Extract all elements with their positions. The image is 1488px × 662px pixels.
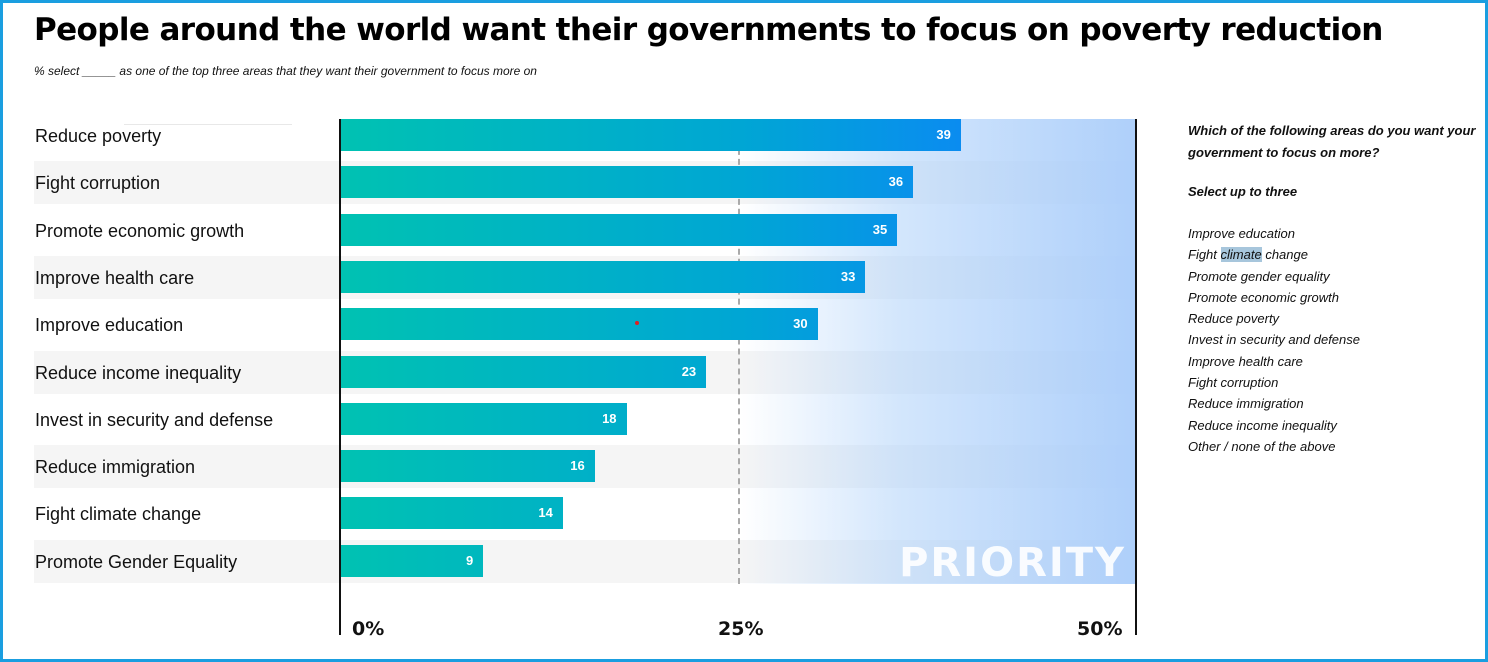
bar-value-label: 33 xyxy=(840,268,856,284)
category-label: Promote Gender Equality xyxy=(35,551,238,572)
category-label: Fight corruption xyxy=(35,173,161,194)
bar-value-label: 36 xyxy=(888,174,904,190)
bar: 18 xyxy=(340,402,627,435)
category-label: Reduce poverty xyxy=(35,126,162,146)
red-dot-marker xyxy=(635,321,639,325)
bar: 9 xyxy=(340,544,484,577)
survey-question: Which of the following areas do you want… xyxy=(1188,123,1476,160)
category-label: Fight climate change xyxy=(35,504,202,525)
bar-value-label: 30 xyxy=(793,316,808,332)
x-tick-label: 50% xyxy=(1077,618,1123,640)
divider xyxy=(124,124,292,125)
bar-value-label: 23 xyxy=(681,363,697,379)
y-axis-line xyxy=(339,119,341,635)
bar: 30 xyxy=(340,308,818,341)
x-tick-label: 25% xyxy=(718,618,764,640)
option-text-part: change xyxy=(1261,247,1308,263)
bar: 23 xyxy=(340,355,707,388)
bar: 33 xyxy=(340,260,866,293)
survey-option: Other / none of the above xyxy=(1188,438,1336,454)
reference-line-25 xyxy=(738,119,740,584)
bar: 35 xyxy=(340,213,898,246)
bar: 36 xyxy=(340,166,914,199)
bar-value-label: 35 xyxy=(872,221,888,237)
bar: 14 xyxy=(340,497,563,530)
category-label: Improve education xyxy=(35,315,184,336)
survey-option: Reduce poverty xyxy=(1188,311,1280,327)
survey-option: Reduce income inequality xyxy=(1188,417,1337,433)
bar-value-label: 14 xyxy=(538,505,553,521)
survey-question-panel: Which of the following areas do you want… xyxy=(1188,120,1478,457)
survey-option: Fight climate change xyxy=(1188,244,1478,265)
bar-value-label: 9 xyxy=(466,552,474,568)
bar: 16 xyxy=(340,450,595,483)
priority-annotation: PRIORITY xyxy=(899,540,1126,586)
bar: 39 xyxy=(340,119,961,151)
survey-option: Improve health care xyxy=(1188,353,1303,369)
survey-option: Fight corruption xyxy=(1188,375,1279,391)
bar-value-label: 18 xyxy=(602,410,617,426)
option-text-part: Fight xyxy=(1188,247,1221,263)
survey-option: Invest in security and defense xyxy=(1188,332,1360,348)
category-label: Invest in security and defense xyxy=(35,409,274,430)
bar-value-label: 39 xyxy=(936,127,951,142)
chart-subtitle: % select _____ as one of the top three a… xyxy=(34,64,537,78)
right-axis-line xyxy=(1135,119,1137,635)
survey-option: Promote economic growth xyxy=(1188,289,1340,305)
category-label: Promote economic growth xyxy=(35,220,245,241)
category-label: Reduce immigration xyxy=(35,457,196,478)
bar-value-label: 16 xyxy=(570,458,585,474)
survey-option: Reduce immigration xyxy=(1188,396,1304,412)
category-label: Reduce income inequality xyxy=(35,362,242,383)
survey-option: Improve education xyxy=(1188,226,1295,241)
x-tick-label: 0% xyxy=(352,618,385,640)
category-label: Improve health care xyxy=(35,267,195,288)
chart-title: People around the world want their gover… xyxy=(34,12,1383,48)
survey-instruction: Select up to three xyxy=(1188,184,1298,199)
highlighted-text[interactable]: climate xyxy=(1220,247,1262,263)
survey-option: Promote gender equality xyxy=(1188,268,1330,284)
